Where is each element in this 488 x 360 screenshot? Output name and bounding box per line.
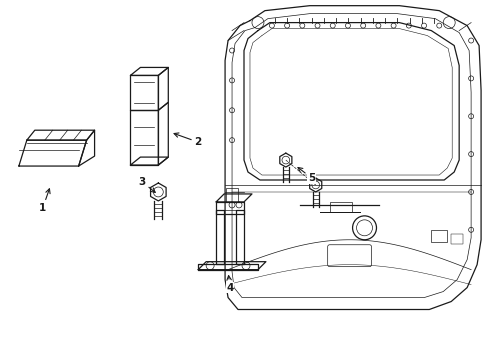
Text: 3: 3	[139, 177, 155, 192]
Bar	[450, 234, 462, 244]
Text: 1: 1	[39, 189, 50, 213]
Bar	[329, 202, 351, 212]
Bar	[430, 230, 447, 242]
Text: 5: 5	[297, 167, 315, 183]
Bar	[225, 188, 238, 202]
Text: 2: 2	[174, 133, 202, 147]
Text: 4: 4	[226, 276, 233, 293]
